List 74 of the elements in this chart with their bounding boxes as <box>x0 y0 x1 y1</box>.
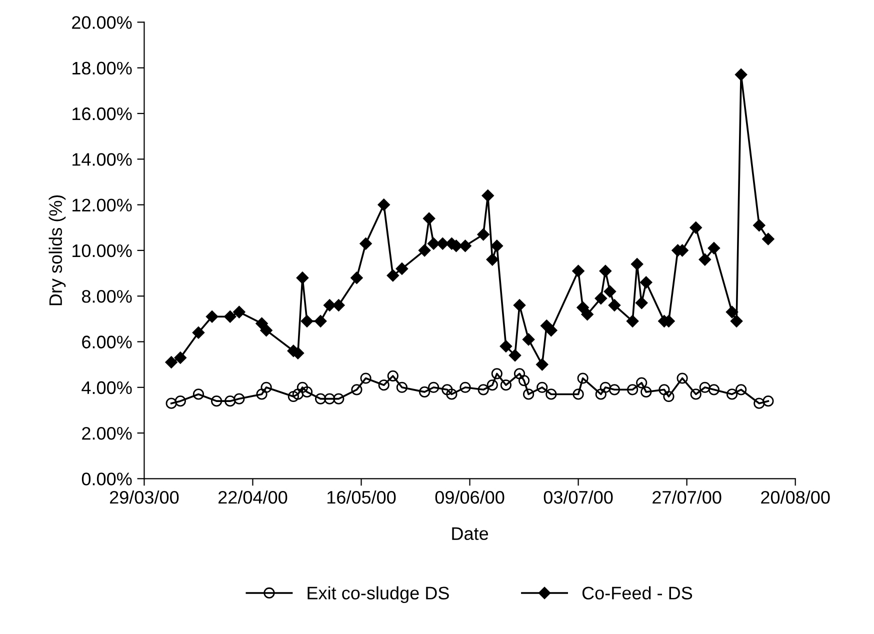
y-tick-label: 4.00% <box>82 381 132 394</box>
point <box>663 390 674 402</box>
y-tick-label: 12.00% <box>72 198 132 212</box>
x-tick-label: 27/07/00 <box>652 490 722 504</box>
point <box>174 396 186 407</box>
x-tick-label: 22/04/00 <box>218 490 288 504</box>
y-tick-label: 10.00% <box>72 244 132 258</box>
point <box>292 388 304 400</box>
point <box>333 393 344 404</box>
point <box>446 388 458 400</box>
point <box>301 386 313 398</box>
y-tick-label: 2.00% <box>82 426 132 440</box>
point <box>500 380 512 391</box>
point <box>577 372 588 384</box>
point <box>676 372 688 384</box>
x-tick-label: 20/08/00 <box>761 490 830 504</box>
x-tick-label: 09/06/00 <box>435 490 504 504</box>
point <box>486 380 498 391</box>
point <box>536 382 548 393</box>
point <box>296 382 308 393</box>
point <box>608 384 620 396</box>
point <box>324 393 336 404</box>
point <box>419 386 430 398</box>
point <box>491 368 502 380</box>
point <box>523 388 534 400</box>
legend-label: Exit co-sludge DS <box>308 586 449 604</box>
x-tick-label: 16/05/00 <box>327 490 396 504</box>
point <box>288 390 299 402</box>
x-axis-title: Date <box>452 527 488 540</box>
legend-label: Co-Feed - DS <box>582 586 692 600</box>
point <box>736 384 747 396</box>
point <box>351 384 362 396</box>
point <box>708 384 720 396</box>
point <box>726 388 738 400</box>
point <box>572 388 584 400</box>
y-tick-label: 8.00% <box>82 290 132 303</box>
point <box>387 370 398 382</box>
y-tick-label: 14.00% <box>72 153 132 166</box>
point <box>166 398 177 409</box>
y-tick-label: 6.00% <box>82 336 132 348</box>
point <box>428 382 440 393</box>
y-tick-label: 18.00% <box>72 62 132 75</box>
y-axis-title: Dry solids (%) <box>48 195 66 306</box>
point <box>518 374 530 386</box>
point <box>256 388 268 400</box>
point <box>396 382 408 393</box>
point <box>234 393 245 404</box>
point <box>699 382 710 393</box>
point <box>460 382 471 393</box>
point <box>658 384 670 396</box>
point <box>260 382 272 393</box>
point <box>360 372 372 384</box>
point <box>378 380 390 391</box>
point <box>514 368 526 380</box>
y-tick-label: 16.00% <box>72 107 132 120</box>
x-tick-label: 29/03/00 <box>110 490 179 504</box>
point <box>442 384 453 396</box>
point <box>754 398 765 409</box>
point <box>595 388 606 400</box>
point <box>478 384 489 396</box>
point <box>224 396 236 407</box>
x-tick-label: 03/07/00 <box>544 490 613 504</box>
point <box>211 396 222 407</box>
point <box>192 388 204 400</box>
point <box>627 384 638 396</box>
point <box>636 377 648 388</box>
point <box>690 388 702 400</box>
point <box>640 386 652 398</box>
point <box>546 388 557 400</box>
y-tick-label: 0.00% <box>82 472 132 486</box>
point <box>762 396 774 407</box>
y-tick-label: 20.00% <box>72 16 132 29</box>
point <box>600 382 611 393</box>
point <box>315 393 326 404</box>
